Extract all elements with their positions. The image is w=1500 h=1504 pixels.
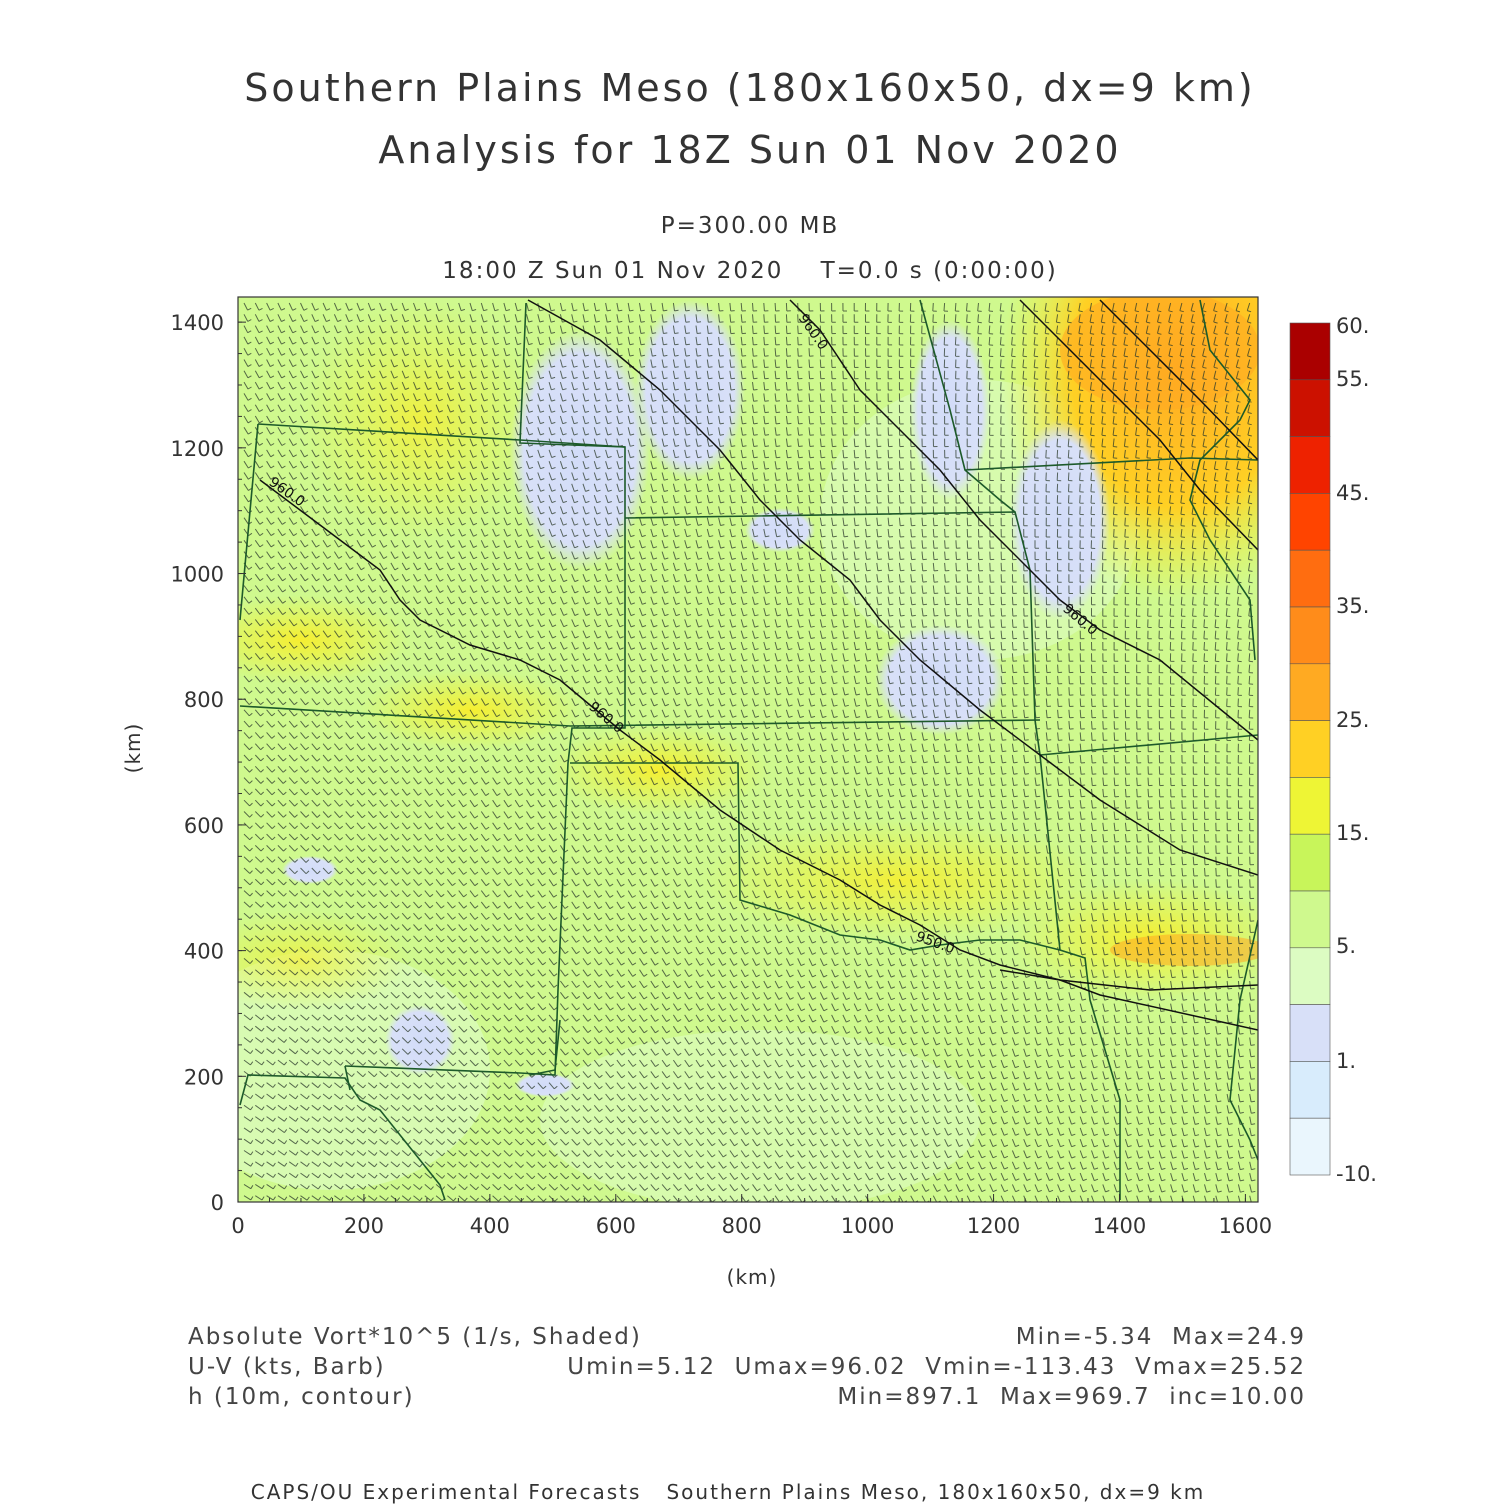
legend-barb-field: U-V (kts, Barb) — [188, 1354, 386, 1380]
colorbar-swatch — [1289, 493, 1331, 551]
x-tick-label: 0 — [231, 1214, 244, 1238]
colorbar-label: 60. — [1336, 314, 1369, 338]
colorbar: 60. 55. 45. 35. 25. 15. 5. 1. -10. — [1289, 314, 1377, 1186]
height-contours — [259, 299, 1258, 1031]
colorbar-label: 1. — [1336, 1049, 1356, 1073]
vorticity-shading — [238, 297, 1258, 1202]
colorbar-swatch — [1289, 833, 1331, 892]
x-tick-label: 1400 — [1093, 1214, 1146, 1238]
legend-barb-range: Umin=5.12 Umax=96.02 Vmin=-113.43 Vmax=2… — [567, 1354, 1306, 1380]
x-tick-label: 800 — [722, 1214, 762, 1238]
y-tick-label: 600 — [184, 814, 224, 838]
colorbar-swatch — [1289, 1117, 1331, 1176]
colorbar-label: 35. — [1336, 594, 1369, 618]
valid-time: 18:00 Z Sun 01 Nov 2020 T=0.0 s (0:00:00… — [442, 258, 1058, 284]
colorbar-swatch — [1289, 379, 1331, 437]
colorbar-swatch — [1289, 947, 1331, 1005]
colorbar-label: 25. — [1336, 708, 1369, 732]
x-tick-label: 1600 — [1219, 1214, 1272, 1238]
colorbar-swatch — [1289, 890, 1331, 949]
y-tick-label: 400 — [184, 940, 224, 964]
x-tick-label: 1200 — [967, 1214, 1020, 1238]
legend-shaded-field: Absolute Vort*10^5 (1/s, Shaded) — [188, 1324, 642, 1350]
colorbar-swatch — [1289, 720, 1331, 778]
y-axis-title: (km) — [121, 723, 145, 774]
y-tick-label: 1200 — [171, 437, 224, 461]
x-tick-label: 1000 — [841, 1214, 894, 1238]
colorbar-swatch — [1289, 1061, 1331, 1119]
legend-contour-field: h (10m, contour) — [188, 1384, 415, 1410]
title-line-1: Southern Plains Meso (180x160x50, dx=9 k… — [244, 66, 1256, 110]
legend-shaded-range: Min=-5.34 Max=24.9 — [1015, 1324, 1306, 1350]
x-tick-label: 400 — [470, 1214, 510, 1238]
barb-paths — [243, 302, 1256, 1202]
wind-barbs — [243, 302, 1256, 1202]
y-tick-label: 0 — [211, 1191, 224, 1215]
footer-credit: CAPS/OU Experimental Forecasts Southern … — [250, 1480, 1206, 1504]
colorbar-label: 15. — [1336, 821, 1369, 845]
colorbar-label: -10. — [1336, 1162, 1377, 1186]
y-tick-label: 1000 — [171, 563, 224, 587]
colorbar-swatch — [1289, 777, 1331, 835]
colorbar-swatch — [1289, 1004, 1331, 1062]
legend-contour-range: Min=897.1 Max=969.7 inc=10.00 — [837, 1384, 1306, 1410]
y-tick-label: 200 — [184, 1065, 224, 1089]
state-borders — [239, 299, 1258, 1201]
title-line-2: Analysis for 18Z Sun 01 Nov 2020 — [378, 128, 1122, 172]
colorbar-swatch — [1289, 606, 1331, 665]
colorbar-label: 55. — [1336, 367, 1369, 391]
y-axis: 0 200 400 600 800 1000 1200 1400 — [171, 311, 246, 1215]
pressure-level: P=300.00 MB — [660, 213, 840, 239]
colorbar-swatch — [1289, 322, 1331, 381]
plot-frame — [237, 296, 1259, 1203]
x-axis-title: (km) — [727, 1265, 778, 1289]
y-tick-label: 1400 — [171, 311, 224, 335]
colorbar-label: 45. — [1336, 481, 1369, 505]
colorbar-swatch — [1289, 549, 1331, 608]
colorbar-swatch — [1289, 663, 1331, 721]
x-axis: 0 200 400 600 800 1000 1200 1400 1600 — [231, 1194, 1272, 1238]
x-tick-label: 600 — [596, 1214, 636, 1238]
x-tick-label: 200 — [344, 1214, 384, 1238]
colorbar-swatch — [1289, 436, 1331, 494]
colorbar-label: 5. — [1336, 934, 1356, 958]
y-tick-label: 800 — [184, 688, 224, 712]
